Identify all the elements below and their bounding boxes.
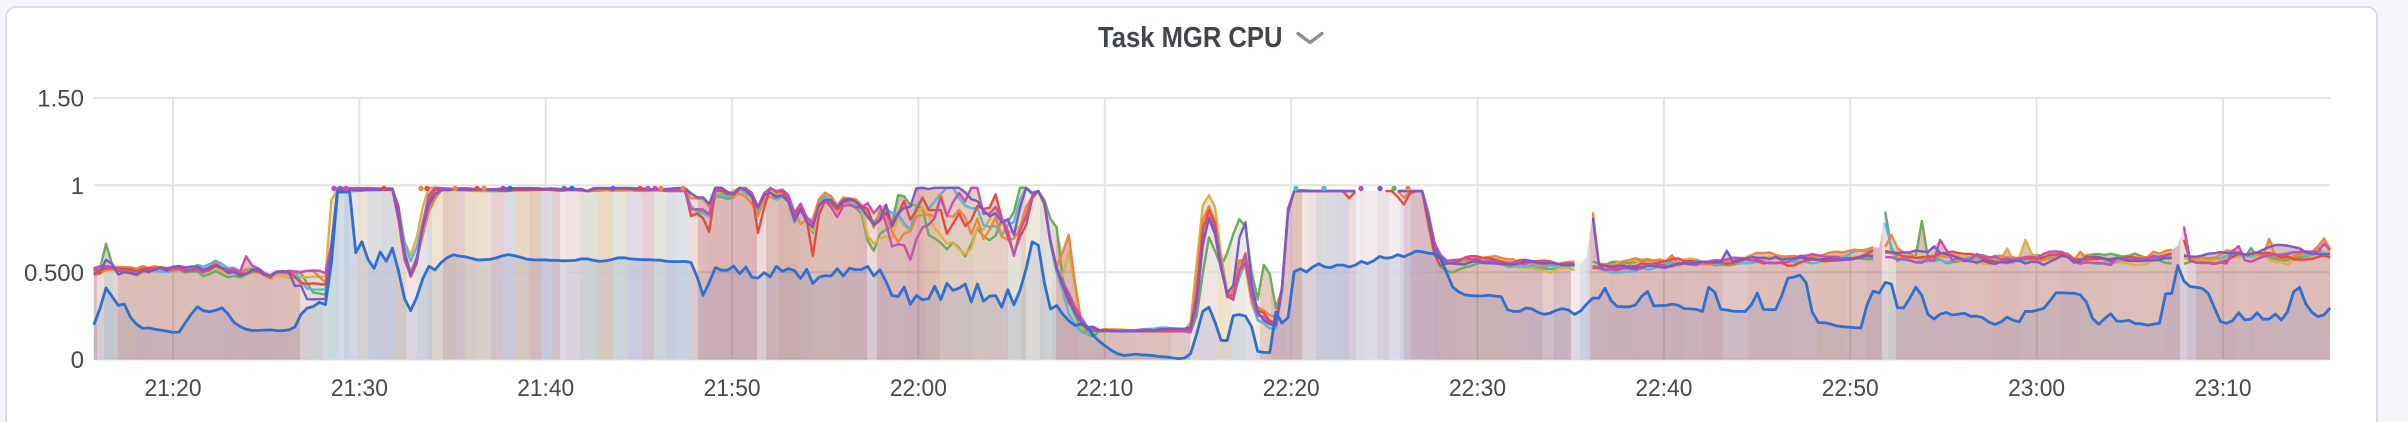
svg-text:23:00: 23:00 [2008,375,2065,402]
svg-text:21:20: 21:20 [145,375,202,402]
svg-text:22:30: 22:30 [1449,375,1506,402]
svg-text:21:50: 21:50 [704,375,761,402]
svg-text:22:20: 22:20 [1263,375,1320,402]
svg-text:0.500: 0.500 [24,260,84,287]
svg-text:21:40: 21:40 [517,375,574,402]
svg-text:1.50: 1.50 [37,86,84,113]
svg-text:22:10: 22:10 [1076,375,1133,402]
svg-text:0: 0 [71,347,84,374]
svg-text:22:40: 22:40 [1635,375,1692,402]
svg-text:Task MGR CPU: Task MGR CPU [1098,22,1283,54]
svg-text:1: 1 [71,173,84,200]
svg-text:22:00: 22:00 [890,375,947,402]
svg-text:23:10: 23:10 [2195,375,2252,402]
svg-text:22:50: 22:50 [1822,375,1879,402]
svg-text:21:30: 21:30 [331,375,388,402]
